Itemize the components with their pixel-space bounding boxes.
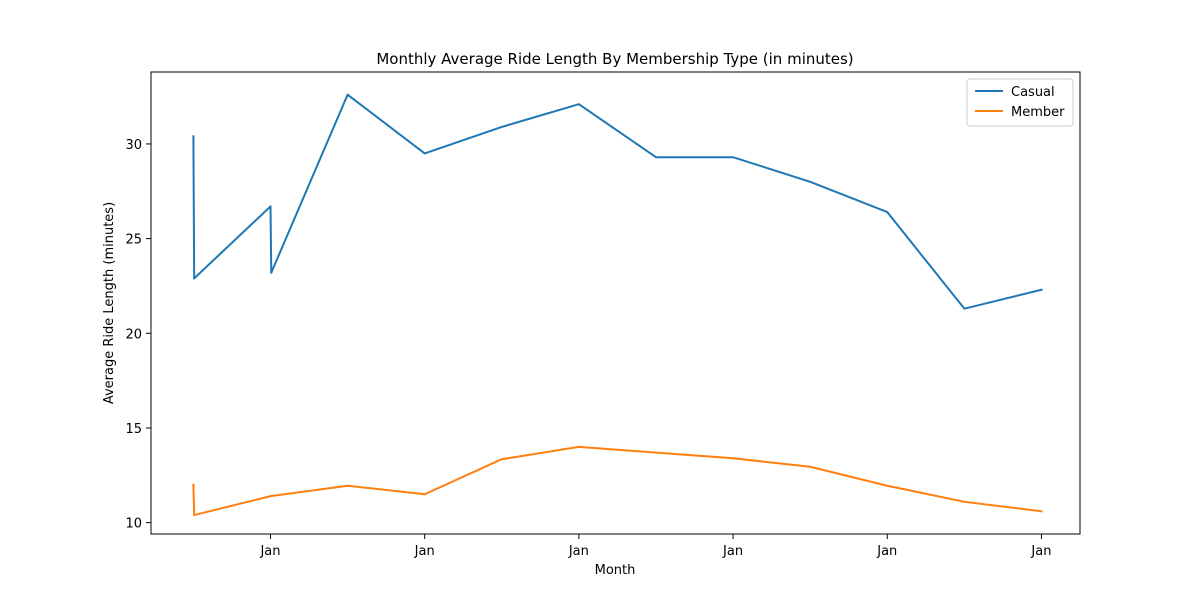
member-data-point — [193, 514, 196, 517]
legend-label-casual: Casual — [1011, 85, 1055, 100]
y-tick-label: 10 — [125, 517, 142, 532]
y-axis-title: Average Ride Length (minutes) — [102, 202, 117, 404]
member-data-point — [577, 445, 580, 448]
y-tick-label: 25 — [125, 233, 142, 248]
member-data-point — [269, 495, 272, 498]
casual-data-point — [500, 125, 503, 128]
casual-data-point — [809, 180, 812, 183]
y-tick-label: 30 — [125, 138, 142, 153]
x-axis-title: Month — [595, 563, 636, 578]
member-data-point — [654, 451, 657, 454]
plot-area — [192, 93, 1043, 517]
member-data-point — [886, 484, 889, 487]
casual-data-point — [886, 211, 889, 214]
casual-data-point — [270, 271, 273, 274]
member-data-point — [346, 484, 349, 487]
member-data-point — [963, 500, 966, 503]
x-tick-label: Jan — [568, 544, 589, 559]
casual-data-point — [732, 156, 735, 159]
axes-frame — [150, 71, 1081, 535]
casual-data-point — [346, 93, 349, 96]
x-axis: Jan Jan Jan Jan Jan Jan — [259, 534, 1051, 559]
x-tick-label: Jan — [414, 544, 435, 559]
chart-title: Monthly Average Ride Length By Membershi… — [376, 50, 853, 68]
x-tick-label: Jan — [259, 544, 280, 559]
y-tick-label: 15 — [125, 422, 142, 437]
legend-label-member: Member — [1011, 105, 1065, 120]
y-axis: 10 15 20 25 30 — [125, 138, 151, 532]
casual-data-point — [577, 103, 580, 106]
y-tick-label: 20 — [125, 327, 142, 342]
x-tick-label: Jan — [876, 544, 897, 559]
casual-data-point — [1040, 288, 1043, 291]
legend: Casual Member — [966, 78, 1074, 127]
member-data-point — [500, 458, 503, 461]
member-data-point — [423, 493, 426, 496]
casual-data-point — [269, 205, 272, 208]
casual-data-point — [963, 307, 966, 310]
casual-data-point — [193, 277, 196, 280]
member-data-point — [809, 465, 812, 468]
casual-series-line — [192, 93, 1043, 310]
casual-data-point — [654, 156, 657, 159]
x-tick-label: Jan — [722, 544, 743, 559]
casual-data-point — [192, 135, 195, 138]
x-tick-label: Jan — [1030, 544, 1051, 559]
casual-data-point — [423, 152, 426, 155]
member-data-point — [1040, 510, 1043, 513]
member-data-point — [192, 483, 195, 486]
member-data-point — [732, 457, 735, 460]
